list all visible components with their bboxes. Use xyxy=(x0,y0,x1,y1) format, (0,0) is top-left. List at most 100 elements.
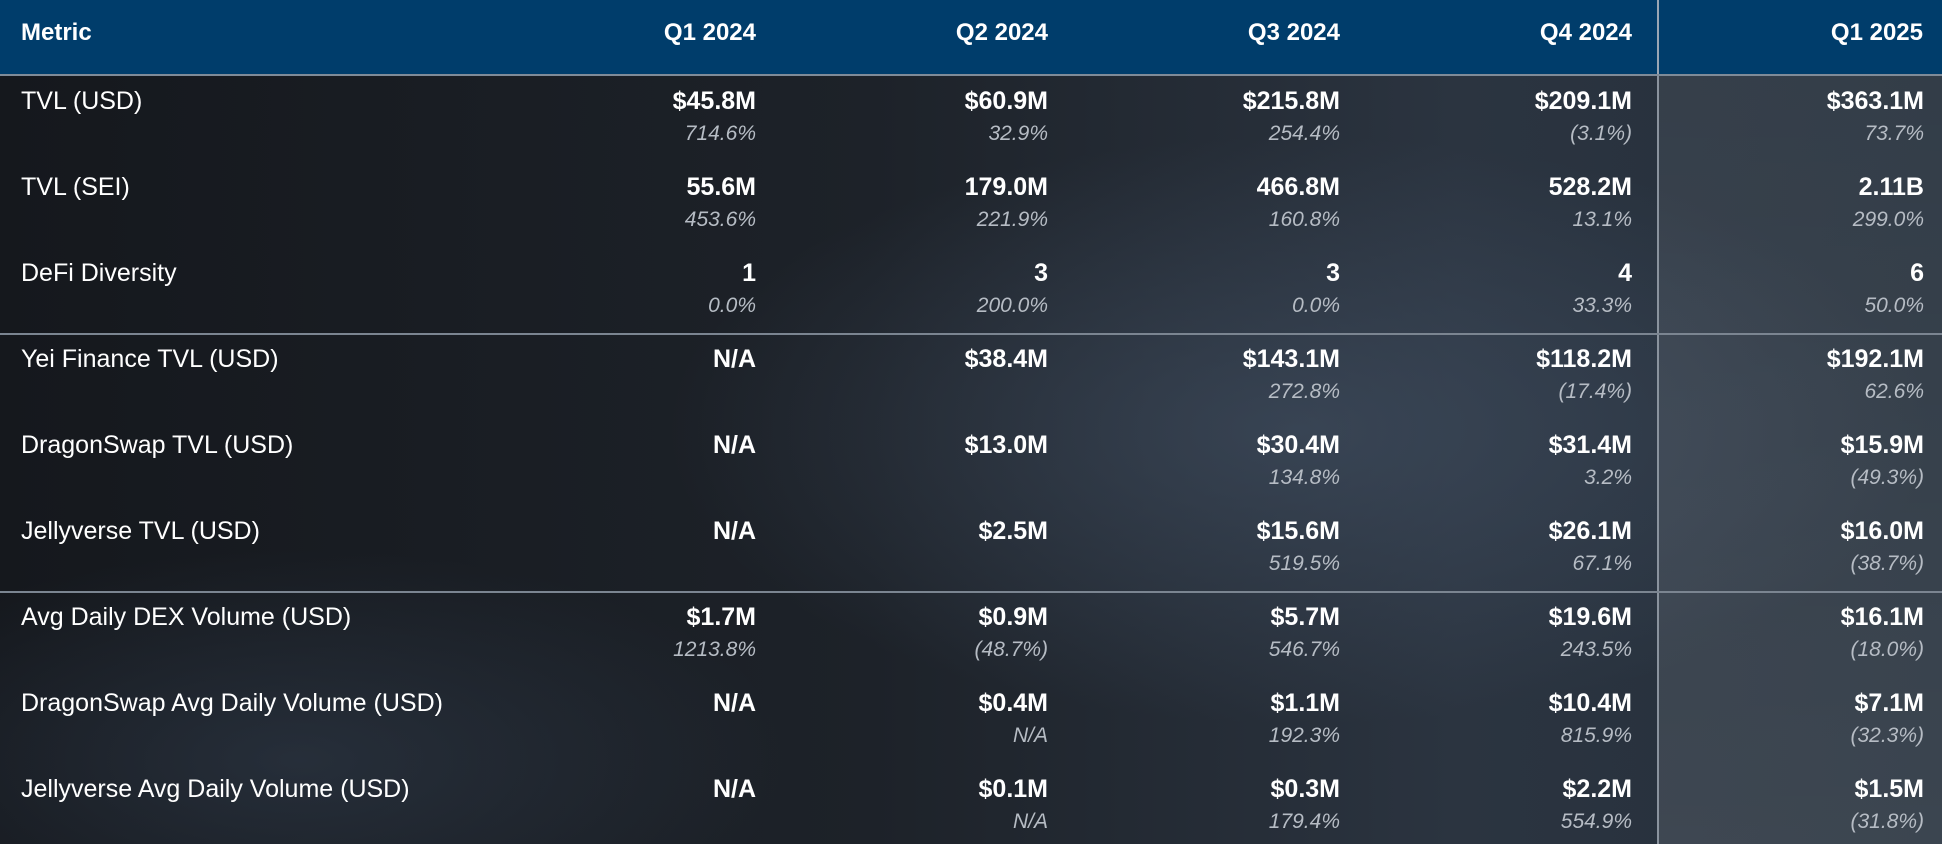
metric-label: Avg Daily DEX Volume (USD) xyxy=(21,603,352,631)
metric-change: (49.3%) xyxy=(1850,466,1924,489)
metric-change: (48.7%) xyxy=(974,638,1048,661)
metric-value: N/A xyxy=(712,517,756,545)
header-metric: Metric xyxy=(21,19,92,46)
metric-value: $16.0M xyxy=(1840,517,1924,545)
metric-value: $19.6M xyxy=(1548,603,1632,631)
metric-label: DragonSwap TVL (USD) xyxy=(21,431,294,459)
metric-change: 3.2% xyxy=(1584,466,1632,489)
metric-change: 160.8% xyxy=(1268,208,1340,231)
metric-value: N/A xyxy=(712,775,756,803)
header-q1-2025: Q1 2025 xyxy=(1830,19,1923,46)
metric-value: $15.9M xyxy=(1840,431,1924,459)
metric-label: Jellyverse TVL (USD) xyxy=(21,517,260,545)
header-q2-2024: Q2 2024 xyxy=(955,19,1048,46)
metric-change: (31.8%) xyxy=(1850,810,1924,833)
metric-change: 179.4% xyxy=(1268,810,1340,833)
metric-value: $209.1M xyxy=(1534,87,1632,115)
metric-value: $31.4M xyxy=(1548,431,1632,459)
metric-value: N/A xyxy=(712,431,756,459)
metric-label: Yei Finance TVL (USD) xyxy=(21,345,279,373)
metric-change: 554.9% xyxy=(1560,810,1632,833)
metric-label: DeFi Diversity xyxy=(21,259,177,287)
header-q1-2024: Q1 2024 xyxy=(663,19,756,46)
metric-value: $1.7M xyxy=(686,603,756,631)
metric-value: $2.5M xyxy=(978,517,1048,545)
metric-change: (38.7%) xyxy=(1850,552,1924,575)
metric-change: 73.7% xyxy=(1864,122,1924,145)
metric-change: (32.3%) xyxy=(1850,724,1924,747)
metric-change: 67.1% xyxy=(1572,552,1632,575)
metric-value: $0.9M xyxy=(978,603,1048,631)
metric-change: 13.1% xyxy=(1572,208,1632,231)
metric-change: 1213.8% xyxy=(673,638,756,661)
group-separator xyxy=(0,333,1942,335)
metric-value: $1.1M xyxy=(1270,689,1340,717)
metric-change: 519.5% xyxy=(1268,552,1340,575)
metric-value: $45.8M xyxy=(672,87,756,115)
metric-value: N/A xyxy=(712,689,756,717)
metric-label: Jellyverse Avg Daily Volume (USD) xyxy=(21,775,410,803)
metric-value: $26.1M xyxy=(1548,517,1632,545)
metric-value: 466.8M xyxy=(1256,173,1340,201)
metric-change: 546.7% xyxy=(1268,638,1340,661)
metric-change: 243.5% xyxy=(1560,638,1632,661)
header-divider xyxy=(1657,0,1659,74)
metric-label: TVL (SEI) xyxy=(21,173,130,201)
metric-value: $5.7M xyxy=(1270,603,1340,631)
metric-value: $2.2M xyxy=(1562,775,1632,803)
latest-quarter-divider xyxy=(1657,0,1659,844)
metric-change: 33.3% xyxy=(1572,294,1632,317)
metric-value: 6 xyxy=(1910,259,1924,287)
metric-change: 200.0% xyxy=(976,294,1048,317)
metric-value: $60.9M xyxy=(964,87,1048,115)
metric-change: 299.0% xyxy=(1852,208,1924,231)
metric-value: $215.8M xyxy=(1242,87,1340,115)
metric-value: 1 xyxy=(742,259,756,287)
header-q4-2024: Q4 2024 xyxy=(1539,19,1632,46)
metric-label: DragonSwap Avg Daily Volume (USD) xyxy=(21,689,443,717)
metric-value: 179.0M xyxy=(964,173,1048,201)
metric-value: $0.4M xyxy=(978,689,1048,717)
metric-value: $1.5M xyxy=(1854,775,1924,803)
metric-change: N/A xyxy=(1012,724,1048,747)
metric-change: (3.1%) xyxy=(1570,122,1632,145)
metric-value: $16.1M xyxy=(1840,603,1924,631)
metric-value: $118.2M xyxy=(1536,345,1632,373)
table-header: Metric Q1 2024 Q2 2024 Q3 2024 Q4 2024 Q… xyxy=(0,0,1942,76)
metric-value: $143.1M xyxy=(1242,345,1340,373)
metric-value: $30.4M xyxy=(1256,431,1340,459)
metric-value: $363.1M xyxy=(1826,87,1924,115)
header-q3-2024: Q3 2024 xyxy=(1247,19,1340,46)
metric-change: (18.0%) xyxy=(1850,638,1924,661)
metric-change: 0.0% xyxy=(708,294,756,317)
metric-value: 4 xyxy=(1618,259,1632,287)
metric-change: 192.3% xyxy=(1268,724,1340,747)
metric-change: 453.6% xyxy=(684,208,756,231)
metric-value: $0.3M xyxy=(1270,775,1340,803)
metric-value: 3 xyxy=(1034,259,1048,287)
metric-value: $0.1M xyxy=(978,775,1048,803)
metric-value: $192.1M xyxy=(1826,345,1924,373)
latest-quarter-highlight xyxy=(1658,0,1942,844)
metric-value: 528.2M xyxy=(1548,173,1632,201)
metric-value: 55.6M xyxy=(686,173,756,201)
metric-change: (17.4%) xyxy=(1558,380,1632,403)
metric-value: $13.0M xyxy=(964,431,1048,459)
metric-change: 0.0% xyxy=(1292,294,1340,317)
metric-value: $7.1M xyxy=(1854,689,1924,717)
metric-value: 2.11B xyxy=(1858,173,1924,201)
metric-change: 134.8% xyxy=(1268,466,1340,489)
metric-change: N/A xyxy=(1012,810,1048,833)
metric-change: 254.4% xyxy=(1268,122,1340,145)
metric-change: 62.6% xyxy=(1864,380,1924,403)
metric-change: 815.9% xyxy=(1560,724,1632,747)
metric-value: 3 xyxy=(1326,259,1340,287)
metric-value: $15.6M xyxy=(1256,517,1340,545)
metric-change: 50.0% xyxy=(1864,294,1924,317)
metric-value: $38.4M xyxy=(964,345,1048,373)
metric-change: 221.9% xyxy=(976,208,1048,231)
metric-change: 32.9% xyxy=(988,122,1048,145)
metric-value: N/A xyxy=(712,345,756,373)
metric-change: 714.6% xyxy=(684,122,756,145)
